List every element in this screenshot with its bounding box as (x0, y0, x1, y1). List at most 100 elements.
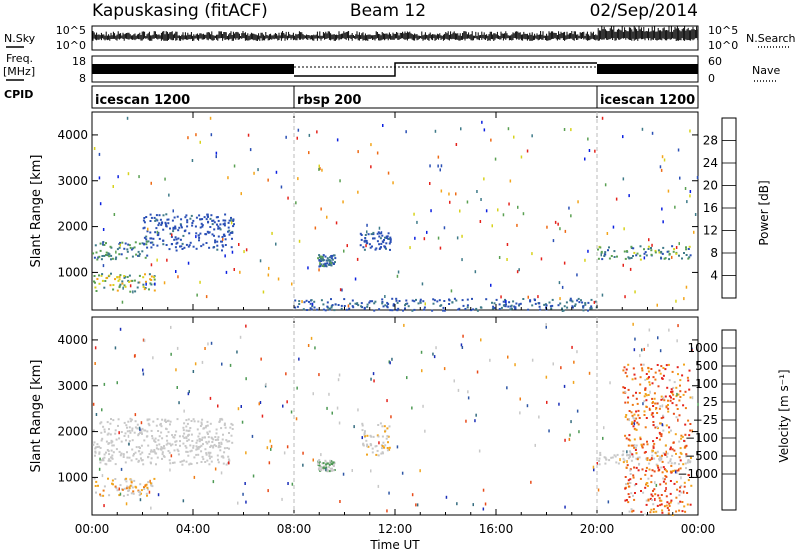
velocity-point (687, 459, 690, 461)
velocity-noise-point (406, 376, 408, 380)
velocity-cbar-tick-label: 500 (695, 359, 718, 373)
velocity-point (150, 484, 153, 487)
velocity-noise-point (552, 362, 554, 366)
power-point (357, 304, 360, 307)
velocity-point (197, 446, 200, 448)
velocity-noise-point (142, 338, 145, 342)
power-noise-point (628, 194, 630, 198)
velocity-noise-point (432, 352, 434, 356)
velocity-point (686, 461, 689, 464)
freq-strip (91, 55, 699, 83)
power-point (228, 219, 231, 222)
velocity-point (675, 404, 678, 407)
velocity-point (642, 443, 645, 446)
velocity-point (119, 454, 122, 457)
power-point (121, 282, 124, 285)
power-noise-point (233, 268, 235, 271)
velocity-point (128, 440, 131, 443)
velocity-point (228, 432, 230, 434)
velocity-noise-point (210, 341, 213, 345)
power-point (476, 309, 479, 312)
velocity-point (197, 435, 200, 438)
power-noise-point (291, 282, 293, 286)
velocity-point (666, 501, 669, 504)
velocity-ytick-label: 1000 (57, 470, 88, 484)
power-noise-point (559, 227, 561, 231)
power-point (395, 297, 398, 300)
power-point (395, 299, 398, 302)
velocity-noise-point (176, 386, 178, 389)
power-point (508, 301, 511, 304)
velocity-noise-point (128, 442, 130, 446)
velocity-point (599, 454, 602, 456)
velocity-noise-point (92, 402, 95, 406)
velocity-point (141, 432, 143, 435)
velocity-noise-point (680, 476, 682, 480)
power-point (584, 302, 587, 305)
power-point (221, 249, 223, 252)
velocity-point (186, 434, 189, 437)
velocity-point (382, 452, 384, 455)
power-noise-point (366, 223, 368, 227)
velocity-point (662, 429, 665, 432)
velocity-point (208, 463, 211, 466)
power-point (498, 303, 501, 306)
velocity-point (146, 435, 149, 438)
velocity-point (110, 449, 113, 452)
velocity-point (322, 468, 325, 471)
velocity-point (153, 450, 156, 453)
velocity-point (642, 491, 645, 494)
velocity-noise-point (654, 498, 656, 501)
power-noise-point (271, 231, 273, 235)
velocity-point (361, 424, 364, 427)
velocity-point (669, 399, 672, 402)
cpid-segment-label: icescan 1200 (95, 93, 190, 108)
velocity-noise-point (596, 462, 598, 465)
power-point (632, 255, 634, 257)
velocity-point (182, 435, 185, 438)
power-noise-point (696, 176, 699, 179)
velocity-point (108, 428, 110, 431)
velocity-noise-point (403, 323, 405, 327)
velocity-point (199, 445, 202, 448)
velocity-point (672, 386, 675, 389)
velocity-point (218, 421, 221, 423)
power-point (321, 256, 324, 259)
power-noise-point (675, 299, 677, 303)
power-noise-point (112, 185, 114, 188)
velocity-point (681, 501, 684, 503)
power-point (630, 257, 633, 259)
power-point (351, 305, 354, 308)
power-point (150, 246, 153, 249)
velocity-point (679, 486, 682, 489)
power-point (114, 278, 116, 281)
velocity-point (98, 452, 101, 455)
velocity-ylabel: Slant Range [km] (29, 360, 44, 473)
power-noise-point (147, 227, 149, 231)
velocity-point (636, 402, 639, 405)
velocity-point (643, 414, 646, 416)
velocity-point (157, 430, 160, 432)
velocity-noise-point (258, 402, 260, 406)
power-point (635, 254, 638, 257)
velocity-point (166, 439, 169, 442)
velocity-point (331, 467, 333, 470)
power-point (323, 265, 326, 268)
velocity-point (381, 447, 383, 450)
velocity-point (210, 455, 213, 458)
velocity-point (183, 436, 186, 439)
velocity-point (660, 494, 663, 496)
power-noise-point (423, 237, 426, 241)
beam-title: Beam 12 (350, 1, 426, 21)
power-point (118, 275, 121, 278)
velocity-point (205, 452, 208, 455)
velocity-point (649, 497, 652, 500)
power-point (319, 265, 322, 267)
power-noise-point (285, 135, 287, 139)
power-point (389, 238, 392, 241)
velocity-point (645, 399, 648, 402)
velocity-point (663, 453, 666, 456)
velocity-point (117, 418, 120, 421)
power-point (632, 247, 635, 250)
power-point (119, 241, 121, 244)
